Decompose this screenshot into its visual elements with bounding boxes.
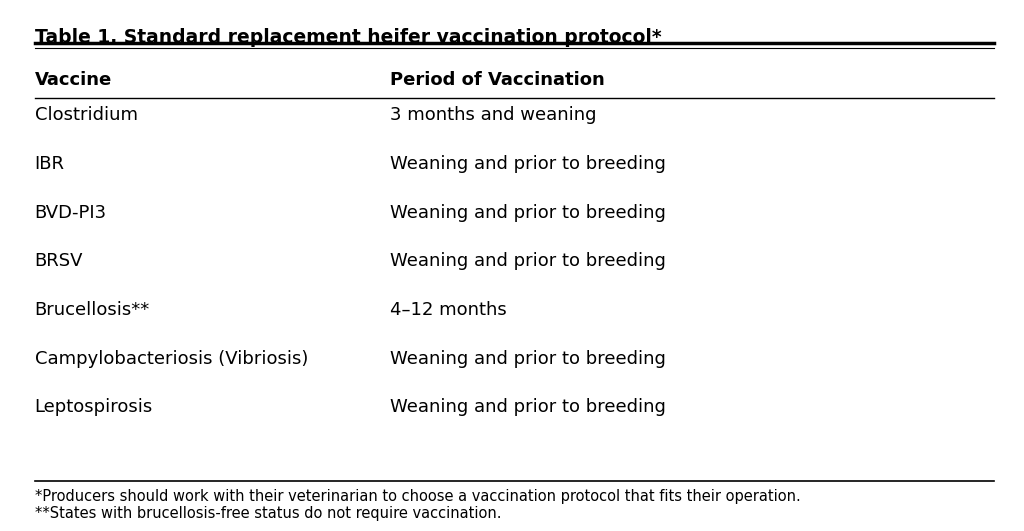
Text: Clostridium: Clostridium xyxy=(35,107,137,124)
Text: Weaning and prior to breeding: Weaning and prior to breeding xyxy=(390,398,666,416)
Text: Campylobacteriosis (Vibriosis): Campylobacteriosis (Vibriosis) xyxy=(35,349,308,367)
Text: 4–12 months: 4–12 months xyxy=(390,301,507,319)
Text: Leptospirosis: Leptospirosis xyxy=(35,398,153,416)
Text: Table 1. Standard replacement heifer vaccination protocol*: Table 1. Standard replacement heifer vac… xyxy=(35,28,662,47)
Text: Weaning and prior to breeding: Weaning and prior to breeding xyxy=(390,204,666,222)
Text: Weaning and prior to breeding: Weaning and prior to breeding xyxy=(390,252,666,270)
Text: Weaning and prior to breeding: Weaning and prior to breeding xyxy=(390,155,666,173)
Text: IBR: IBR xyxy=(35,155,65,173)
Text: BVD-PI3: BVD-PI3 xyxy=(35,204,106,222)
Text: Brucellosis**: Brucellosis** xyxy=(35,301,150,319)
Text: **States with brucellosis-free status do not require vaccination.: **States with brucellosis-free status do… xyxy=(35,506,501,521)
Text: Vaccine: Vaccine xyxy=(35,71,112,89)
Text: Period of Vaccination: Period of Vaccination xyxy=(390,71,605,89)
Text: *Producers should work with their veterinarian to choose a vaccination protocol : *Producers should work with their veteri… xyxy=(35,489,801,504)
Text: 3 months and weaning: 3 months and weaning xyxy=(390,107,597,124)
Text: BRSV: BRSV xyxy=(35,252,83,270)
Text: Weaning and prior to breeding: Weaning and prior to breeding xyxy=(390,349,666,367)
